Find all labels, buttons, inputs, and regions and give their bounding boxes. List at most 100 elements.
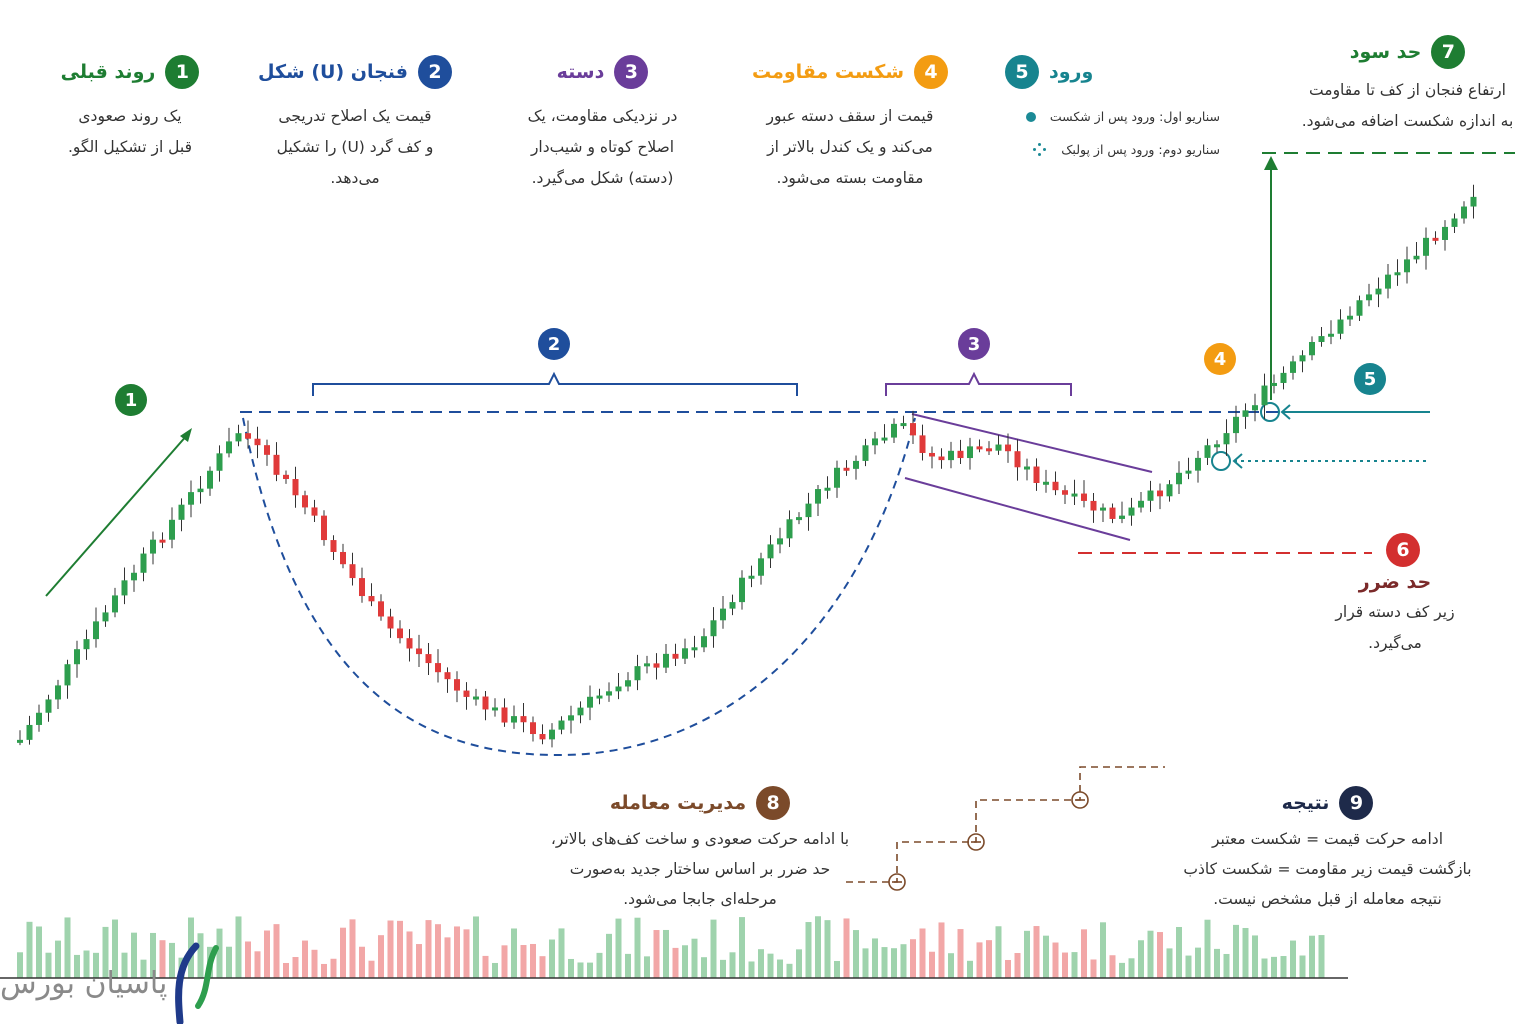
candle-body [368, 596, 375, 602]
volume-bar [758, 949, 764, 978]
volume-bar [1024, 930, 1030, 978]
volume-bar [767, 953, 774, 978]
s9-line-3: نتیجه معامله از قبل مشخص نیست. [1213, 890, 1442, 908]
price-candles [17, 184, 1477, 748]
entry-pullback-marker [1211, 451, 1430, 471]
volume-bar [957, 929, 964, 978]
candle-body [1271, 382, 1277, 386]
candle-body [1100, 507, 1106, 511]
s8-line-3: مرحله‌ای جابجا می‌شود. [623, 890, 777, 908]
volume-bar [1261, 958, 1268, 978]
entry-breakout-marker [1260, 402, 1430, 422]
section-cup: 2 فنجان (U) شکل قیمت یک اصلاح تدریجی و ک… [240, 55, 470, 194]
candle-body [159, 539, 166, 543]
candle-body [254, 438, 261, 446]
brand-logo-mark [175, 942, 219, 1024]
solid-dot-icon [1025, 111, 1036, 122]
candle-body [1375, 288, 1382, 295]
candle-body [1366, 294, 1372, 301]
s3-line-3: (دسته) شکل می‌گیرد. [531, 169, 674, 187]
volume-bar [672, 947, 679, 978]
candle-body [1280, 372, 1287, 383]
volume-bar [1299, 955, 1306, 978]
volume-bar [150, 932, 156, 978]
candle-body [625, 680, 631, 687]
volume-bar [1119, 962, 1125, 978]
volume-bar [530, 943, 536, 978]
volume-bar [1309, 935, 1315, 978]
candle-body [995, 444, 1002, 451]
candle-body [1024, 466, 1030, 470]
candle-body [74, 649, 80, 665]
candle-body [1299, 355, 1306, 362]
volume-bar [568, 958, 574, 978]
volume-bar [368, 960, 375, 978]
volume-bar [378, 935, 384, 978]
candle-body [1290, 361, 1296, 373]
volume-bar [311, 949, 318, 978]
volume-bar [691, 938, 698, 978]
candle-body [1109, 507, 1116, 519]
candle-body [520, 716, 527, 723]
candle-body [1081, 493, 1087, 501]
candle-body [93, 621, 99, 640]
volume-bar [17, 952, 23, 978]
candle-body [1432, 237, 1439, 241]
candle-body [45, 699, 52, 713]
trailing-stop-steps [846, 766, 1165, 883]
volume-bar [340, 927, 346, 978]
s9-line-1: ادامه حرکت قیمت = شکست معتبر [1211, 830, 1444, 848]
candle-body [1347, 315, 1353, 320]
section-result: 9 نتیجه ادامه حرکت قیمت = شکست معتبر باز… [1160, 786, 1495, 914]
volume-bar [1280, 956, 1287, 978]
section-handle: 3 دسته در نزدیکی مقاومت، یک اصلاح کوتاه … [495, 55, 710, 194]
candle-body [245, 433, 251, 439]
volume-bar [482, 955, 489, 978]
candle-body [929, 452, 935, 457]
candle-body [26, 724, 33, 740]
candle-body [1166, 484, 1173, 497]
volume-bar [26, 921, 33, 978]
volume-bars [17, 916, 1325, 978]
candle-body [549, 729, 555, 740]
candle-body [1071, 493, 1078, 497]
candle-body [1233, 416, 1239, 434]
title-prior-trend: روند قبلی [60, 61, 156, 83]
legend-pullback-entry: سناریو دوم: ورود پس از پولبک [1061, 142, 1220, 157]
volume-bar [64, 917, 71, 978]
s7-line-2: به اندازه شکست اضافه می‌شود. [1301, 112, 1514, 130]
volume-bar [159, 940, 166, 978]
volume-bar [1052, 942, 1059, 978]
volume-bar [729, 952, 736, 978]
title-take-profit: حد سود [1349, 41, 1422, 63]
volume-bar [1090, 959, 1097, 978]
s7-line-1: ارتفاع فنجان از کف تا مقاومت [1309, 81, 1506, 99]
s2-line-2: و کف گرد (U) را تشکیل [276, 138, 434, 156]
volume-bar [929, 951, 935, 978]
volume-bar [359, 946, 365, 978]
candle-body [1033, 466, 1040, 483]
candle-body [454, 679, 460, 691]
title-breakout: شکست مقاومت [751, 61, 905, 83]
volume-bar [805, 922, 812, 978]
volume-bar [701, 957, 707, 978]
candle-body [872, 438, 878, 446]
volume-bar [1204, 919, 1211, 978]
candle-body [701, 636, 707, 648]
title-result: نتیجه [1281, 792, 1330, 814]
volume-bar [283, 962, 289, 978]
candle-body [1138, 500, 1144, 508]
volume-bar [938, 922, 945, 978]
prior-trend-arrow [45, 428, 192, 597]
volume-bar [501, 945, 508, 978]
volume-bar [739, 917, 745, 978]
candle-body [577, 707, 584, 716]
candle-body [17, 739, 23, 743]
candle-body [340, 551, 346, 565]
volume-bar [273, 924, 280, 978]
candle-body [1470, 196, 1477, 207]
brand-logo-text: پاسیان بورس [0, 966, 168, 1001]
volume-bar [169, 942, 175, 978]
candle-body [834, 467, 840, 488]
candle-body [1423, 237, 1429, 256]
